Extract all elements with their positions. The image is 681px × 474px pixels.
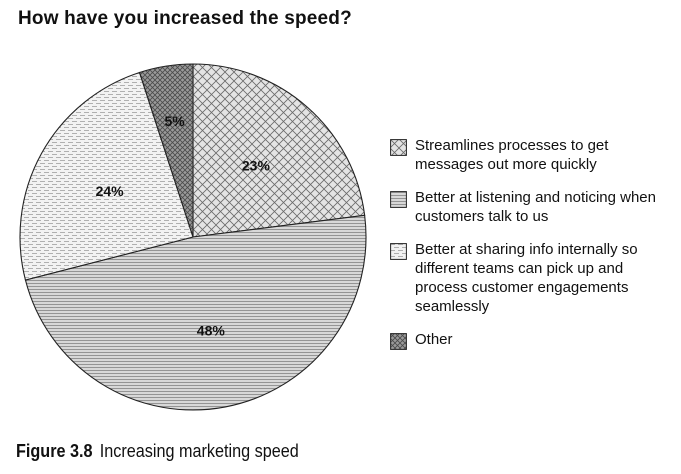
pie-chart: 23% 48% 24% 5%	[19, 63, 367, 411]
caption-number: Figure 3.8	[16, 441, 93, 461]
legend-swatch	[390, 139, 407, 156]
legend-item-better-at-listening-and-noticing-when-cu: Better at listening and noticing when cu…	[390, 188, 675, 226]
legend-label: Streamlines processes to get messages ou…	[415, 137, 609, 173]
slice-value-label: 48%	[197, 323, 226, 339]
legend-label: Other	[415, 331, 453, 348]
slice-value-label: 23%	[242, 158, 271, 174]
slice-value-label: 5%	[164, 113, 185, 129]
legend-swatch	[390, 333, 407, 350]
caption-text: Increasing marketing speed	[99, 441, 299, 461]
slice-value-label: 24%	[96, 183, 125, 199]
legend-item-streamlines-processes-to-get-messages-ou: Streamlines processes to get messages ou…	[390, 136, 675, 174]
pie-slice-other	[138, 63, 194, 238]
legend-item-better-at-sharing-info-internally-so-dif: Better at sharing info internally so dif…	[390, 240, 675, 316]
pie-slice-better-at-sharing-info-internally-so-dif	[19, 71, 194, 281]
chart-title: How have you increased the speed?	[18, 8, 352, 29]
pie-slice-better-at-listening-and-noticing-when-cu	[24, 214, 367, 411]
pie-slice-streamlines-processes-to-get-messages-ou	[192, 63, 366, 238]
legend-swatch	[390, 243, 407, 260]
legend: Streamlines processes to get messages ou…	[390, 136, 675, 364]
legend-label: Better at sharing info internally so dif…	[415, 241, 638, 315]
legend-item-other: Other	[390, 330, 675, 350]
legend-swatch	[390, 191, 407, 208]
figure-caption: Figure 3.8 Increasing marketing speed	[16, 441, 299, 462]
legend-label: Better at listening and noticing when cu…	[415, 189, 656, 225]
